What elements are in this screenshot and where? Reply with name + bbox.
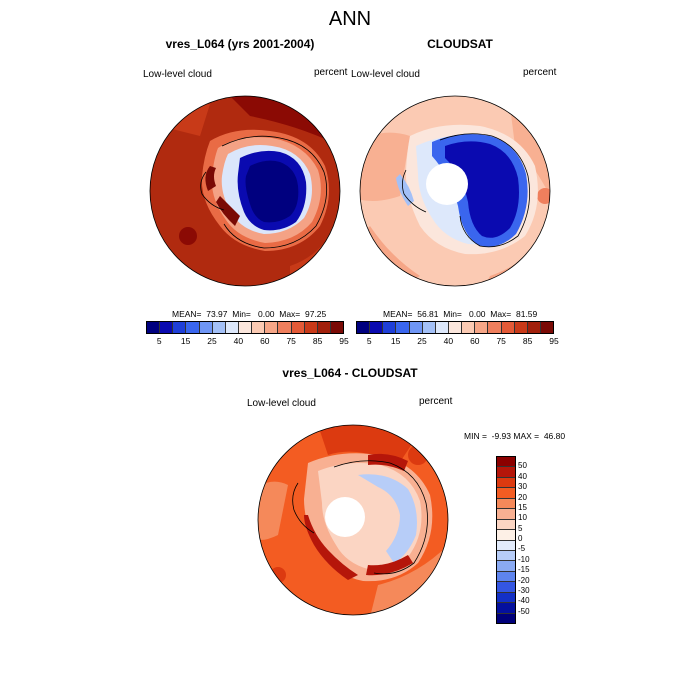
colorbar-swatch (497, 509, 515, 520)
panel-3-title: vres_L064 - CLOUDSAT (282, 366, 418, 380)
colorbar-tick-label: 75 (286, 336, 296, 346)
colorbar-tick-label: 10 (518, 513, 527, 523)
colorbar-tick-label: -30 (518, 585, 530, 595)
colorbar-tick-label: -15 (518, 565, 530, 575)
colorbar-swatch (252, 322, 266, 333)
colorbar-tick-label: -20 (518, 575, 530, 585)
colorbar-swatch (186, 322, 200, 333)
colorbar-tick-label: 0 (518, 534, 523, 543)
colorbar-tick-label: 60 (470, 336, 480, 346)
panel-2-stats: MEAN= 56.81 Min= 0.00 Max= 81.59 (383, 309, 538, 319)
colorbar-tick-label: 85 (312, 336, 323, 346)
colorbar-swatch (317, 322, 331, 333)
panel-3-stats: MIN = -9.93 MAX = 46.80 (464, 431, 566, 441)
panel-3-colorbar: 50 40 30 20 15 10 5 0 -5 -10 -15 -20 -30 -40 -50 (496, 456, 556, 624)
colorbar-swatch (383, 322, 397, 333)
panel-3-variable: Low-level cloud (247, 398, 316, 409)
colorbar-swatch (497, 592, 515, 604)
colorbar-swatch (497, 582, 515, 593)
colorbar-swatch (497, 603, 515, 614)
colorbar-swatch (497, 613, 515, 623)
colorbar-swatch (212, 322, 226, 333)
panel-3-units: percent (419, 396, 453, 407)
colorbar-tick-label: 40 (443, 336, 454, 346)
colorbar-swatch (173, 322, 187, 333)
colorbar-tick-label: 50 (518, 461, 527, 471)
colorbar-swatch (422, 322, 436, 333)
colorbar-swatch (304, 322, 318, 333)
colorbar-tick-label: 85 (522, 336, 533, 346)
colorbar-swatch (278, 322, 292, 333)
colorbar-swatch (514, 322, 528, 333)
colorbar-swatch (527, 322, 541, 333)
colorbar-swatch (291, 322, 305, 333)
colorbar-tick-label: 40 (518, 471, 527, 481)
colorbar-tick-label: 75 (496, 336, 506, 346)
panel-2-units: percent (523, 67, 557, 78)
colorbar-tick-label: -40 (518, 596, 530, 606)
colorbar-swatch (497, 498, 515, 510)
panel-1-title: vres_L064 (yrs 2001-2004) (165, 37, 315, 51)
colorbar-swatch (497, 571, 515, 583)
colorbar-swatch (396, 322, 410, 333)
panel-1-colorbar: 5 15 25 40 60 75 85 95 (146, 321, 349, 346)
colorbar-swatch (448, 322, 463, 333)
colorbar-swatch (160, 322, 174, 333)
panel-2-map (359, 95, 551, 287)
colorbar-tick-label: 5 (366, 336, 372, 346)
colorbar-swatch (435, 322, 449, 333)
colorbar-swatch (409, 322, 423, 333)
panel-1-units: percent (314, 67, 348, 78)
colorbar-swatch (497, 550, 515, 562)
colorbar-tick-label: 95 (339, 336, 349, 346)
colorbar-tick-label: 5 (156, 336, 162, 346)
panel-1-stats: MEAN= 73.97 Min= 0.00 Max= 97.25 (172, 309, 327, 319)
figure-title: ANN (328, 8, 372, 30)
panel-2-colorbar: 5 15 25 40 60 75 85 95 (356, 321, 559, 346)
colorbar-swatch (501, 322, 515, 333)
colorbar-swatch (497, 540, 515, 551)
colorbar-swatch (540, 322, 554, 333)
colorbar-swatch (475, 322, 489, 333)
colorbar-swatch (497, 457, 515, 468)
colorbar-tick-label: 95 (549, 336, 559, 346)
panel-1-map (149, 95, 341, 287)
colorbar-tick-label: -50 (518, 606, 530, 616)
panel-1-variable: Low-level cloud (143, 69, 212, 80)
colorbar-swatch (225, 322, 239, 333)
colorbar-tick-label: 15 (180, 336, 191, 346)
colorbar-swatch (147, 322, 161, 333)
colorbar-tick-label: -5 (518, 544, 526, 554)
colorbar-swatch (497, 561, 515, 572)
colorbar-swatch (497, 530, 515, 541)
colorbar-swatch (199, 322, 213, 333)
panel-3-map (257, 424, 449, 616)
colorbar-swatch (265, 322, 279, 333)
colorbar-swatch (330, 322, 344, 333)
colorbar-tick-label: -10 (518, 554, 530, 564)
colorbar-swatch (238, 322, 253, 333)
panel-2-title: CLOUDSAT (427, 37, 493, 51)
colorbar-tick-label: 25 (207, 336, 217, 346)
panel-2-variable: Low-level cloud (351, 69, 420, 80)
colorbar-swatch (497, 467, 515, 478)
colorbar-tick-label: 15 (390, 336, 401, 346)
colorbar-swatch (497, 519, 515, 531)
colorbar-tick-label: 60 (260, 336, 270, 346)
colorbar-swatch (488, 322, 502, 333)
colorbar-swatch (497, 477, 515, 489)
colorbar-swatch (370, 322, 384, 333)
colorbar-swatch (462, 322, 476, 333)
colorbar-tick-label: 5 (518, 523, 523, 533)
colorbar-tick-label: 25 (417, 336, 427, 346)
colorbar-swatch (497, 488, 515, 499)
colorbar-tick-label: 20 (518, 492, 527, 502)
colorbar-tick-label: 40 (233, 336, 244, 346)
colorbar-swatch (357, 322, 371, 333)
colorbar-tick-label: 30 (518, 482, 527, 492)
colorbar-tick-label: 15 (518, 502, 527, 512)
